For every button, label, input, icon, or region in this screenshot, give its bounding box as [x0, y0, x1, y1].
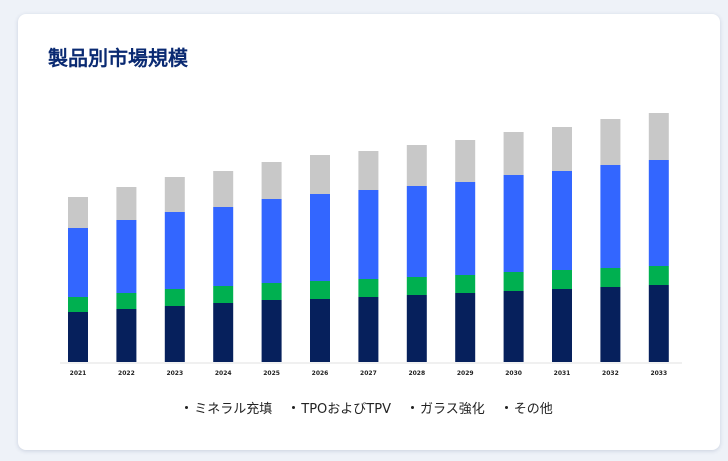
bar-2024-series-2 — [213, 286, 234, 303]
x-tick-label-2030: 2030 — [505, 370, 522, 377]
bar-2022-series-1 — [116, 309, 137, 362]
legend-label: ガラス強化 — [419, 402, 485, 417]
bar-2029-series-1 — [455, 293, 476, 362]
bullet-icon — [292, 406, 296, 409]
bar-2030-series-1 — [503, 291, 524, 362]
bar-2032-series-3 — [600, 165, 621, 268]
bar-2022-series-3 — [116, 220, 137, 293]
bar-2025-series-1 — [261, 300, 282, 362]
bar-2028-series-4 — [406, 145, 427, 186]
bar-2025-series-4 — [261, 162, 282, 199]
bar-2032-series-1 — [600, 287, 621, 362]
x-tick-label-2028: 2028 — [408, 370, 425, 377]
bar-2023-series-3 — [164, 212, 185, 289]
bar-2026-series-2 — [310, 281, 330, 299]
legend-item-1: ミネラル充填 — [185, 398, 272, 417]
bar-2024-series-4 — [213, 171, 234, 207]
bar-2028-series-3 — [406, 186, 427, 277]
bullet-icon — [504, 406, 508, 409]
x-tick-label-2021: 2021 — [70, 370, 87, 377]
x-tick-label-2025: 2025 — [263, 370, 280, 377]
x-tick-label-2024: 2024 — [215, 370, 232, 377]
bar-2027-series-4 — [358, 151, 379, 190]
bar-2031-series-4 — [552, 127, 572, 171]
bullet-icon — [185, 406, 189, 409]
bar-2032-series-2 — [600, 268, 621, 287]
bar-2030-series-3 — [503, 175, 524, 272]
bar-2027-series-2 — [358, 279, 379, 297]
stacked-bar-chart: 2021 2022 2023 2024 2025 2026 2027 2028 2029 2030… — [60, 113, 682, 377]
bar-2021-series-1 — [68, 312, 88, 362]
x-tick-label-2031: 2031 — [554, 370, 571, 377]
legend-label: ミネラル充填 — [194, 402, 273, 417]
bar-2033-series-3 — [648, 160, 669, 266]
bar-2022-series-4 — [116, 187, 137, 220]
bar-2031-series-3 — [552, 171, 572, 270]
bar-2024-series-3 — [213, 207, 234, 286]
bar-2030-series-4 — [503, 132, 524, 175]
bar-2029-series-3 — [455, 182, 476, 275]
bar-2021-series-2 — [68, 297, 88, 312]
bar-2032-series-4 — [600, 119, 621, 165]
x-tick-labels: 2021 2022 2023 2024 2025 2026 2027 2028 2029 2030… — [70, 370, 668, 377]
x-tick-label-2027: 2027 — [360, 370, 377, 377]
bar-2031-series-2 — [552, 270, 572, 289]
bar-2023-series-4 — [164, 177, 185, 212]
bar-2025-series-3 — [261, 199, 282, 283]
x-tick-label-2033: 2033 — [650, 370, 667, 377]
x-tick-label-2026: 2026 — [312, 370, 329, 377]
bar-2033-series-2 — [648, 266, 669, 285]
bar-2025-series-2 — [261, 283, 282, 300]
bar-2028-series-1 — [406, 295, 427, 362]
bar-2023-series-2 — [164, 289, 185, 306]
bar-2027-series-1 — [358, 297, 379, 362]
bar-2026-series-3 — [310, 194, 330, 281]
bars-group — [68, 113, 669, 362]
legend-item-4: その他 — [504, 398, 553, 417]
bar-2033-series-4 — [648, 113, 669, 160]
legend: ミネラル充填 TPOおよびTPV ガラス強化 その他 — [18, 398, 720, 417]
x-tick-label-2029: 2029 — [457, 370, 474, 377]
legend-label: TPOおよびTPV — [301, 402, 391, 417]
bar-2026-series-4 — [310, 155, 330, 194]
bar-2022-series-2 — [116, 293, 137, 309]
legend-label: その他 — [513, 402, 553, 417]
bar-2030-series-2 — [503, 272, 524, 291]
bar-2023-series-1 — [164, 306, 185, 362]
legend-item-2: TPOおよびTPV — [292, 398, 391, 417]
bullet-icon — [410, 406, 414, 409]
legend-item-3: ガラス強化 — [410, 398, 485, 417]
x-tick-label-2022: 2022 — [118, 370, 135, 377]
bar-2029-series-4 — [455, 140, 476, 182]
bar-2028-series-2 — [406, 277, 427, 295]
x-tick-label-2023: 2023 — [166, 370, 183, 377]
bar-2031-series-1 — [552, 289, 572, 362]
bar-2029-series-2 — [455, 275, 476, 293]
bar-2033-series-1 — [648, 285, 669, 362]
chart-card: 製品別市場規模 2021 2022 2023 2024 2025 2026 2027 2028… — [18, 14, 720, 450]
bar-2027-series-3 — [358, 190, 379, 279]
bar-2024-series-1 — [213, 303, 234, 362]
bar-2026-series-1 — [310, 299, 330, 362]
chart-title: 製品別市場規模 — [48, 46, 188, 70]
bar-2021-series-3 — [68, 228, 88, 297]
bar-2021-series-4 — [68, 197, 88, 228]
x-tick-label-2032: 2032 — [602, 370, 619, 377]
